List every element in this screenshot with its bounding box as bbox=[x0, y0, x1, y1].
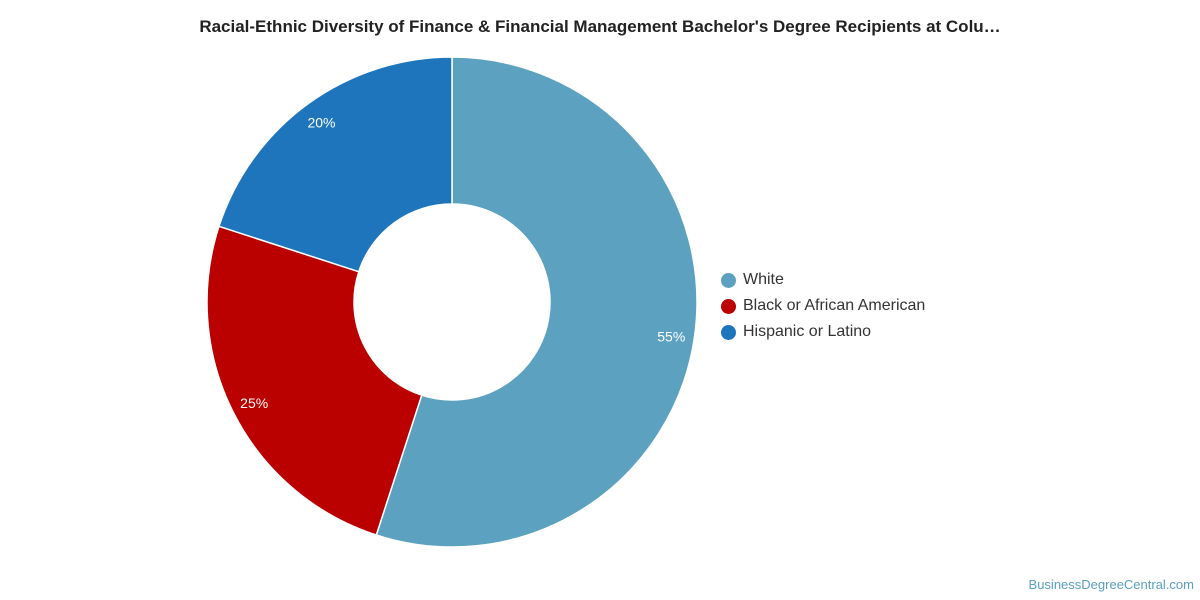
legend-label: Black or African American bbox=[743, 297, 926, 314]
chart-legend: White Black or African American Hispanic o… bbox=[721, 267, 925, 345]
slice-label-hispanic-or-latino: 20% bbox=[307, 114, 335, 130]
legend-swatch-icon bbox=[721, 324, 736, 340]
slice-black-or-african-american[interactable] bbox=[206, 225, 423, 536]
legend-item-hispanic-or-latino[interactable]: Hispanic or Latino bbox=[721, 319, 925, 345]
slice-label-black-or-african-american: 25% bbox=[240, 395, 268, 411]
legend-label: Hispanic or Latino bbox=[743, 323, 872, 340]
legend-swatch-icon bbox=[721, 298, 736, 314]
legend-item-black-or-african-american[interactable]: Black or African American bbox=[721, 293, 925, 319]
slice-white[interactable] bbox=[375, 56, 698, 548]
slice-label-white: 55% bbox=[657, 329, 685, 345]
slice-hispanic-or-latino[interactable] bbox=[218, 56, 453, 273]
chart-title: Racial-Ethnic Diversity of Finance & Fin… bbox=[199, 17, 1001, 36]
legend-item-white[interactable]: White bbox=[721, 267, 925, 293]
legend-label: White bbox=[743, 271, 784, 288]
legend-swatch-icon bbox=[721, 272, 736, 288]
source-credit[interactable]: BusinessDegreeCentral.com bbox=[1028, 577, 1194, 592]
